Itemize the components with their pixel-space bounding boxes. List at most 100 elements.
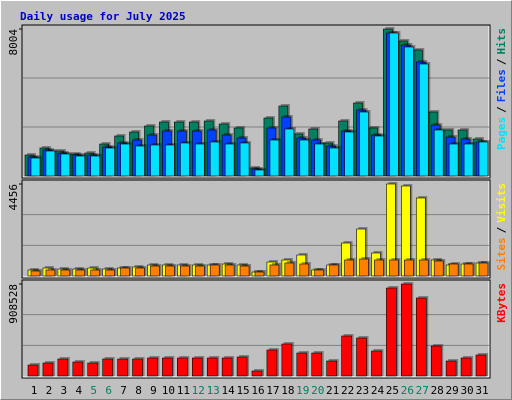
x-tick-label: 3 bbox=[61, 384, 68, 397]
bar bbox=[27, 364, 39, 377]
x-tick-label: 24 bbox=[371, 384, 385, 397]
x-tick-label: 30 bbox=[460, 384, 473, 397]
legend-separator: / bbox=[495, 226, 508, 233]
bar bbox=[269, 139, 280, 177]
x-tick-label: 22 bbox=[341, 384, 354, 397]
bar bbox=[117, 358, 128, 377]
bar bbox=[404, 259, 414, 277]
bar bbox=[57, 358, 69, 377]
bar bbox=[132, 358, 143, 377]
bar bbox=[460, 357, 472, 377]
bar bbox=[45, 150, 56, 177]
bar bbox=[42, 362, 54, 377]
bar bbox=[329, 264, 339, 277]
bar bbox=[311, 352, 323, 377]
bar bbox=[329, 147, 339, 177]
bar bbox=[401, 283, 412, 377]
bar bbox=[224, 143, 235, 177]
bar bbox=[150, 265, 160, 277]
plot-bevel bbox=[23, 26, 490, 178]
bar bbox=[475, 354, 487, 377]
bar bbox=[448, 263, 459, 277]
bar bbox=[194, 143, 205, 177]
bar bbox=[45, 269, 56, 277]
bar bbox=[371, 350, 382, 377]
legend-separator: / bbox=[495, 106, 508, 113]
bar bbox=[281, 343, 293, 377]
bar bbox=[135, 145, 145, 177]
bar bbox=[180, 265, 190, 277]
bar bbox=[224, 264, 235, 277]
bar bbox=[448, 143, 459, 177]
bar bbox=[478, 141, 489, 177]
bar bbox=[162, 357, 173, 377]
bar bbox=[356, 337, 367, 377]
bar bbox=[445, 360, 457, 377]
bar bbox=[344, 259, 354, 277]
bar bbox=[359, 111, 369, 177]
x-tick-label: 28 bbox=[431, 384, 444, 397]
x-tick-label: 15 bbox=[236, 384, 249, 397]
plot-area bbox=[21, 279, 491, 379]
bar bbox=[105, 147, 115, 177]
x-tick-label: 2 bbox=[46, 384, 53, 397]
bar bbox=[102, 358, 113, 377]
legend-entry: Visits bbox=[495, 183, 508, 223]
plot-bevel bbox=[23, 281, 490, 378]
bar bbox=[90, 269, 101, 277]
bar bbox=[418, 63, 429, 177]
x-tick-label: 18 bbox=[281, 384, 294, 397]
bar bbox=[209, 264, 220, 277]
bar bbox=[30, 270, 41, 277]
legend-entry: Hits bbox=[495, 28, 508, 55]
bar bbox=[75, 269, 86, 277]
bar bbox=[221, 357, 233, 377]
x-tick-label: 31 bbox=[475, 384, 488, 397]
bar bbox=[463, 263, 474, 277]
bar bbox=[299, 139, 310, 177]
x-tick-label: 21 bbox=[326, 384, 339, 397]
legend-entry: Files bbox=[495, 69, 508, 102]
bar bbox=[254, 169, 265, 177]
x-tick-label: 17 bbox=[266, 384, 279, 397]
bar bbox=[87, 362, 99, 377]
bar bbox=[147, 357, 158, 377]
x-tick-label: 19 bbox=[296, 384, 309, 397]
x-tick-label: 13 bbox=[207, 384, 220, 397]
bar bbox=[463, 143, 474, 177]
x-tick-label: 25 bbox=[386, 384, 399, 397]
x-tick-label: 6 bbox=[105, 384, 112, 397]
bar bbox=[284, 262, 295, 277]
bar bbox=[239, 142, 250, 177]
x-tick-label: 20 bbox=[311, 384, 324, 397]
bar bbox=[359, 258, 369, 277]
x-tick-label: 12 bbox=[192, 384, 205, 397]
bar bbox=[374, 135, 384, 177]
bar bbox=[404, 46, 414, 177]
x-tick-label: 1 bbox=[31, 384, 38, 397]
bar bbox=[389, 259, 399, 277]
legend-entry: Pages bbox=[495, 117, 508, 150]
legend: Pages / Files / Hits bbox=[495, 28, 508, 150]
bar bbox=[177, 357, 188, 377]
y-tick-label: 908528 bbox=[7, 284, 20, 324]
bar bbox=[120, 143, 130, 177]
bar bbox=[386, 287, 397, 377]
bar bbox=[415, 297, 427, 377]
bar bbox=[254, 271, 265, 277]
y-tick-label: 4456 bbox=[7, 184, 20, 211]
bar bbox=[266, 349, 278, 377]
bar bbox=[314, 143, 325, 177]
bar bbox=[60, 269, 71, 277]
x-tick-label: 7 bbox=[120, 384, 127, 397]
bar bbox=[30, 157, 41, 177]
x-tick-label: 14 bbox=[222, 384, 236, 397]
bar bbox=[478, 262, 489, 277]
bar bbox=[239, 265, 250, 277]
x-tick-label: 26 bbox=[401, 384, 414, 397]
bar bbox=[418, 259, 429, 277]
bar bbox=[269, 264, 280, 277]
legend-entry: KBytes bbox=[495, 283, 508, 323]
x-tick-label: 10 bbox=[162, 384, 175, 397]
